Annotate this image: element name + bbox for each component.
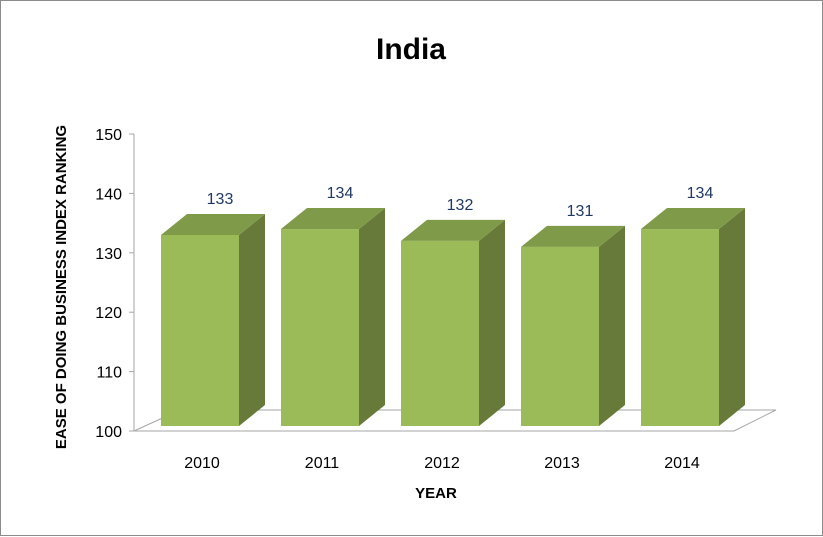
y-tick-label: 130 <box>95 246 122 263</box>
bar-top-2014 <box>641 208 745 230</box>
y-axis-label: EASE OF DOING BUSINESS INDEX RANKING <box>53 125 70 449</box>
data-label: 132 <box>447 197 474 214</box>
x-tick-label: 2013 <box>544 455 580 472</box>
y-tick-label: 120 <box>95 305 122 322</box>
bar-front-2011 <box>281 229 359 426</box>
x-axis-label: YEAR <box>415 485 457 502</box>
data-label: 133 <box>207 191 234 208</box>
bar-front-2012 <box>401 240 479 426</box>
data-label: 134 <box>327 185 354 202</box>
bar-side-2013 <box>599 225 625 426</box>
plot-area: 100 110 120 130 140 150 133 2010 134 2011 132 2012 1… <box>95 127 777 472</box>
bar-front-2014 <box>641 229 719 426</box>
x-tick-label: 2011 <box>305 455 340 472</box>
x-tick-label: 2014 <box>664 455 700 472</box>
bar-top-2011 <box>281 208 385 230</box>
y-tick-label: 140 <box>95 186 122 203</box>
data-label: 134 <box>687 185 714 202</box>
data-label: 131 <box>567 203 594 220</box>
bar-side-2012 <box>479 219 505 426</box>
bar-front-2013 <box>521 246 599 426</box>
x-tick-label: 2010 <box>184 455 220 472</box>
bar-top-2010 <box>161 213 265 235</box>
bar-front-2010 <box>161 234 239 426</box>
bar-top-2012 <box>401 219 505 241</box>
y-tick-label: 150 <box>95 127 122 144</box>
bar-side-2011 <box>359 208 385 426</box>
bar-side-2014 <box>719 208 745 426</box>
bar-side-2010 <box>239 213 265 426</box>
y-tick-label: 110 <box>96 365 122 382</box>
y-tick-label: 100 <box>95 424 122 441</box>
x-tick-label: 2012 <box>424 455 460 472</box>
chart-title: India <box>376 33 446 66</box>
bar-top-2013 <box>521 225 625 247</box>
